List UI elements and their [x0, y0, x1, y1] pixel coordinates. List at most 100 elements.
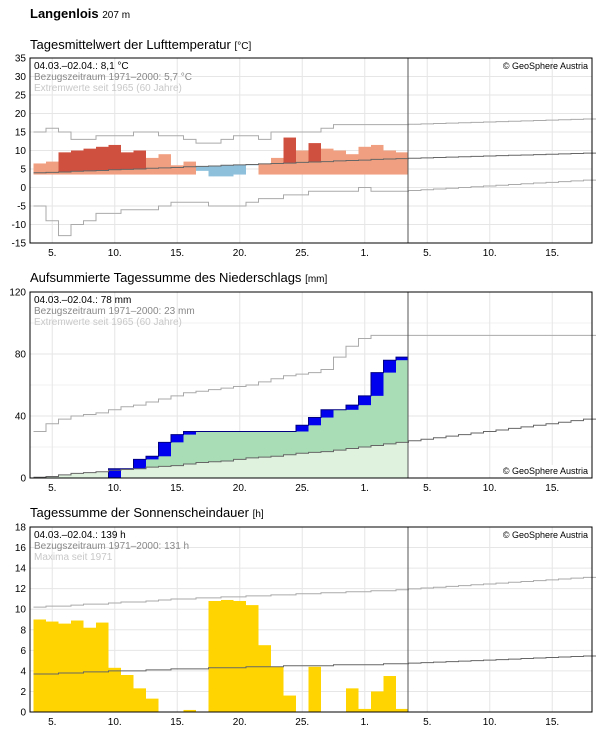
sunshine-copyright: © GeoSphere Austria: [503, 530, 588, 540]
precipitation-daily-bar: [346, 405, 359, 410]
temperature-anomaly-bar: [271, 157, 284, 164]
precipitation-normal-area: [358, 447, 371, 478]
sunshine-info-1: Bezugszeitraum 1971–2000: 131 h: [34, 541, 189, 552]
temperature-anomaly-bar: [396, 152, 409, 159]
precipitation-normal-area: [371, 445, 384, 478]
precipitation-normal-area: [46, 476, 59, 478]
sunshine-bar: [133, 688, 146, 712]
temperature-xtick-label: 5.: [423, 248, 431, 259]
sunshine-ytick-label: 6: [20, 646, 26, 657]
temperature-ytick-label: 30: [15, 72, 27, 83]
sunshine-ytick-label: 2: [20, 687, 26, 698]
temperature-xtick-label: 10.: [108, 248, 122, 259]
precipitation-sum-area: [183, 431, 196, 465]
temperature-anomaly-bar: [233, 164, 246, 175]
temperature-base-bar: [158, 167, 171, 175]
station-name: Langenlois: [30, 6, 99, 21]
sunshine-xtick-label: 1.: [361, 717, 369, 728]
precipitation-max-line: [33, 334, 596, 432]
sunshine-bar: [383, 676, 396, 712]
temperature-ytick-label: -10: [12, 220, 27, 231]
temperature-base-bar: [396, 158, 409, 175]
temperature-base-bar: [358, 160, 371, 175]
temperature-anomaly-bar: [371, 144, 384, 160]
temperature-anomaly-bar: [133, 150, 146, 169]
temperature-xtick-label: 15.: [170, 248, 184, 259]
temperature-xtick-label: 25.: [295, 248, 309, 259]
precipitation-sum-area: [358, 395, 371, 447]
precipitation-ytick-label: 0: [20, 474, 26, 485]
precipitation-normal-area: [196, 462, 209, 478]
temperature-ytick-label: -5: [17, 202, 26, 213]
sunshine-xtick-label: 5.: [48, 717, 56, 728]
temperature-base-bar: [96, 170, 109, 175]
precipitation-normal-line: [33, 418, 596, 478]
temperature-anomaly-bar: [333, 150, 346, 161]
temperature-min-line: [33, 179, 596, 237]
sunshine-plot-frame: [29, 526, 593, 713]
precipitation-daily-bar: [358, 395, 371, 406]
temperature-base-bar: [46, 172, 59, 175]
temperature-base-bar: [71, 171, 84, 175]
temperature-ytick-label: 25: [15, 91, 27, 102]
precipitation-sum-area: [396, 357, 409, 443]
sunshine-xtick-label: 15.: [545, 717, 559, 728]
temperature-base-bar: [321, 161, 334, 175]
sunshine-xtick-label: 5.: [423, 717, 431, 728]
precipitation-daily-bar: [308, 417, 321, 426]
precipitation-title-text: Aufsummierte Tagessumme des Niederschlag…: [30, 270, 302, 285]
precipitation-xtick-label: 5.: [423, 483, 431, 494]
temperature-anomaly-bar: [346, 154, 359, 161]
station-altitude: 207 m: [102, 10, 131, 21]
sunshine-ytick-label: 16: [15, 543, 27, 554]
temperature-anomaly-bar: [383, 150, 396, 160]
temperature-xtick-label: 10.: [483, 248, 497, 259]
precipitation-xtick-label: 5.: [48, 483, 56, 494]
precipitation-normal-area: [396, 442, 409, 478]
temperature-anomaly-bar: [171, 165, 184, 168]
temperature-base-bar: [283, 163, 296, 175]
sunshine-xtick-label: 15.: [170, 717, 184, 728]
precipitation-title: Aufsummierte Tagessumme des Niederschlag…: [30, 270, 327, 285]
temperature-ytick-label: 5: [20, 165, 26, 176]
sunshine-xtick-label: 25.: [295, 717, 309, 728]
temperature-anomaly-bar: [283, 137, 296, 164]
precipitation-sum-area: [308, 417, 321, 453]
sunshine-bar: [108, 667, 121, 712]
temperature-base-bar: [296, 162, 309, 175]
precipitation-daily-bar: [371, 372, 384, 396]
sunshine-bar: [233, 601, 246, 712]
precipitation-info-1: Bezugszeitraum 1971–2000: 23 mm: [34, 306, 195, 317]
sunshine-xtick-label: 20.: [233, 717, 247, 728]
temperature-ytick-label: -15: [12, 239, 27, 250]
sunshine-bar: [246, 605, 259, 712]
precipitation-normal-area: [96, 471, 109, 478]
sunshine-bar: [83, 627, 96, 712]
temperature-xtick-label: 5.: [48, 248, 56, 259]
precipitation-xtick-label: 15.: [545, 483, 559, 494]
precipitation-xtick-label: 20.: [233, 483, 247, 494]
temperature-base-bar: [58, 171, 71, 175]
temperature-unit: [°C]: [234, 41, 252, 52]
temperature-anomaly-bar: [33, 163, 46, 173]
precipitation-daily-bar: [383, 360, 396, 373]
sunshine-ytick-label: 12: [15, 584, 27, 595]
temperature-base-bar: [333, 160, 346, 175]
precipitation-info-0: 04.03.–02.04.: 78 mm: [34, 295, 131, 306]
sunshine-ytick-label: 10: [15, 605, 27, 616]
temperature-base-bar: [258, 163, 271, 175]
precipitation-daily-bar: [321, 409, 334, 418]
temperature-title: Tagesmittelwert der Lufttemperatur [°C]: [30, 37, 251, 52]
precipitation-normal-area: [321, 451, 334, 478]
sunshine-bar: [271, 666, 284, 712]
precipitation-xtick-label: 1.: [361, 483, 369, 494]
sunshine-bar: [146, 698, 159, 712]
sunshine-info-0: 04.03.–02.04.: 139 h: [34, 530, 126, 541]
precipitation-ytick-label: 80: [15, 350, 27, 361]
precipitation-daily-bar: [296, 425, 309, 432]
precipitation-normal-area: [208, 461, 221, 478]
temperature-base-bar: [33, 172, 46, 175]
precipitation-info-2: Extremwerte seit 1965 (60 Jahre): [34, 317, 182, 328]
sunshine-bar: [221, 599, 234, 712]
sunshine-bar: [58, 623, 71, 712]
